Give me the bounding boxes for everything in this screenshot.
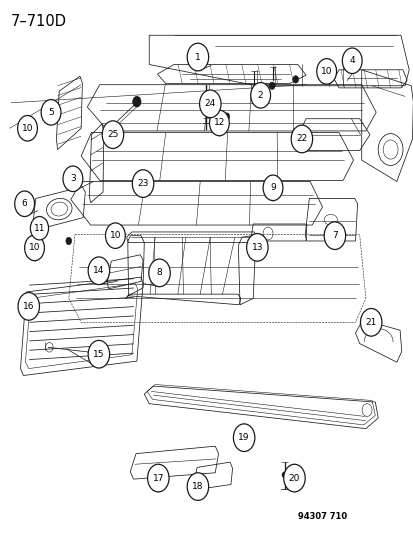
Circle shape (263, 175, 282, 200)
Circle shape (63, 166, 83, 191)
Circle shape (268, 82, 274, 90)
Circle shape (102, 121, 123, 149)
Text: 94307 710: 94307 710 (297, 512, 346, 521)
Text: 7–710D: 7–710D (11, 14, 67, 29)
Circle shape (147, 464, 169, 492)
Text: 13: 13 (251, 243, 262, 252)
Text: 9: 9 (270, 183, 275, 192)
Circle shape (250, 83, 270, 108)
Circle shape (292, 76, 298, 83)
Circle shape (316, 59, 336, 84)
Circle shape (30, 216, 48, 240)
Circle shape (132, 169, 153, 197)
Circle shape (282, 472, 286, 478)
Text: 10: 10 (29, 244, 40, 253)
Text: 14: 14 (93, 266, 104, 275)
Text: 21: 21 (365, 318, 376, 327)
Text: 4: 4 (349, 56, 354, 65)
Text: 1: 1 (195, 53, 200, 61)
Circle shape (360, 309, 381, 336)
Text: 10: 10 (22, 124, 33, 133)
Circle shape (209, 110, 229, 136)
Circle shape (323, 222, 345, 249)
Text: 6: 6 (22, 199, 27, 208)
Text: 15: 15 (93, 350, 104, 359)
Text: 12: 12 (213, 118, 225, 127)
Circle shape (223, 113, 229, 120)
Circle shape (118, 232, 124, 239)
Circle shape (246, 233, 268, 261)
Circle shape (187, 473, 208, 500)
Circle shape (41, 100, 61, 125)
Circle shape (199, 90, 221, 118)
Text: 3: 3 (70, 174, 76, 183)
Circle shape (66, 237, 71, 245)
Circle shape (18, 116, 37, 141)
Text: 7: 7 (331, 231, 337, 240)
Circle shape (15, 191, 34, 216)
Text: 18: 18 (192, 482, 203, 491)
Text: 22: 22 (296, 134, 307, 143)
Text: 10: 10 (320, 67, 332, 76)
Text: 10: 10 (109, 231, 121, 240)
Circle shape (342, 48, 361, 74)
Circle shape (18, 293, 39, 320)
Text: 11: 11 (33, 224, 45, 233)
Text: 8: 8 (156, 269, 162, 277)
Text: 23: 23 (137, 179, 148, 188)
Circle shape (88, 257, 109, 285)
Text: 5: 5 (48, 108, 54, 117)
Circle shape (148, 259, 170, 287)
Text: 25: 25 (107, 130, 119, 139)
Text: 24: 24 (204, 99, 216, 108)
Text: 17: 17 (152, 474, 164, 482)
Text: 20: 20 (288, 474, 299, 482)
Circle shape (187, 43, 208, 71)
Circle shape (233, 424, 254, 451)
Circle shape (133, 96, 141, 107)
Circle shape (290, 125, 312, 153)
Text: 2: 2 (257, 91, 263, 100)
Text: 16: 16 (23, 302, 34, 311)
Text: 19: 19 (238, 433, 249, 442)
Circle shape (24, 235, 44, 261)
Circle shape (105, 223, 125, 248)
Circle shape (88, 341, 109, 368)
Circle shape (283, 464, 304, 492)
